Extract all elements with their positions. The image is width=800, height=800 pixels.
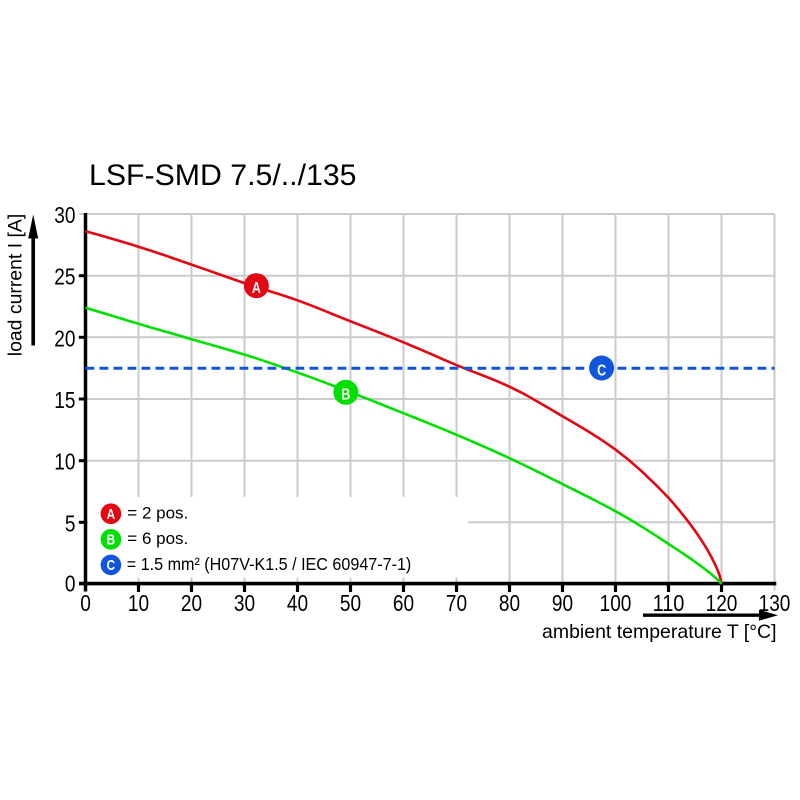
svg-text:10: 10 bbox=[128, 590, 149, 616]
svg-text:70: 70 bbox=[446, 590, 467, 616]
svg-text:30: 30 bbox=[234, 590, 255, 616]
svg-text:110: 110 bbox=[653, 590, 685, 616]
svg-text:B: B bbox=[341, 387, 350, 404]
svg-text:= 6 pos.: = 6 pos. bbox=[127, 529, 188, 548]
svg-text:30: 30 bbox=[54, 202, 75, 228]
svg-text:15: 15 bbox=[54, 387, 75, 413]
svg-text:50: 50 bbox=[340, 590, 361, 616]
svg-text:0: 0 bbox=[65, 570, 76, 596]
svg-text:0: 0 bbox=[80, 590, 91, 616]
svg-text:C: C bbox=[107, 557, 116, 574]
svg-text:40: 40 bbox=[287, 590, 308, 616]
svg-text:5: 5 bbox=[65, 510, 76, 536]
svg-text:20: 20 bbox=[54, 325, 75, 351]
svg-text:= 1.5 mm² (H07V-K1.5 / IEC 609: = 1.5 mm² (H07V-K1.5 / IEC 60947-7-1) bbox=[127, 554, 412, 574]
svg-text:ambient temperature T [°C]: ambient temperature T [°C] bbox=[542, 621, 777, 643]
svg-text:20: 20 bbox=[181, 590, 202, 616]
svg-text:100: 100 bbox=[600, 590, 632, 616]
svg-text:A: A bbox=[252, 280, 261, 297]
svg-text:60: 60 bbox=[393, 590, 414, 616]
svg-text:load current I [A]: load current I [A] bbox=[5, 214, 27, 357]
svg-text:80: 80 bbox=[499, 590, 520, 616]
svg-text:A: A bbox=[107, 506, 116, 523]
svg-text:C: C bbox=[597, 363, 606, 380]
svg-text:B: B bbox=[107, 532, 116, 549]
svg-text:25: 25 bbox=[54, 264, 75, 290]
svg-text:= 2 pos.: = 2 pos. bbox=[127, 504, 188, 523]
svg-text:10: 10 bbox=[54, 449, 75, 475]
svg-text:120: 120 bbox=[706, 590, 738, 616]
svg-text:LSF-SMD 7.5/../135: LSF-SMD 7.5/../135 bbox=[89, 159, 357, 192]
svg-text:90: 90 bbox=[552, 590, 573, 616]
